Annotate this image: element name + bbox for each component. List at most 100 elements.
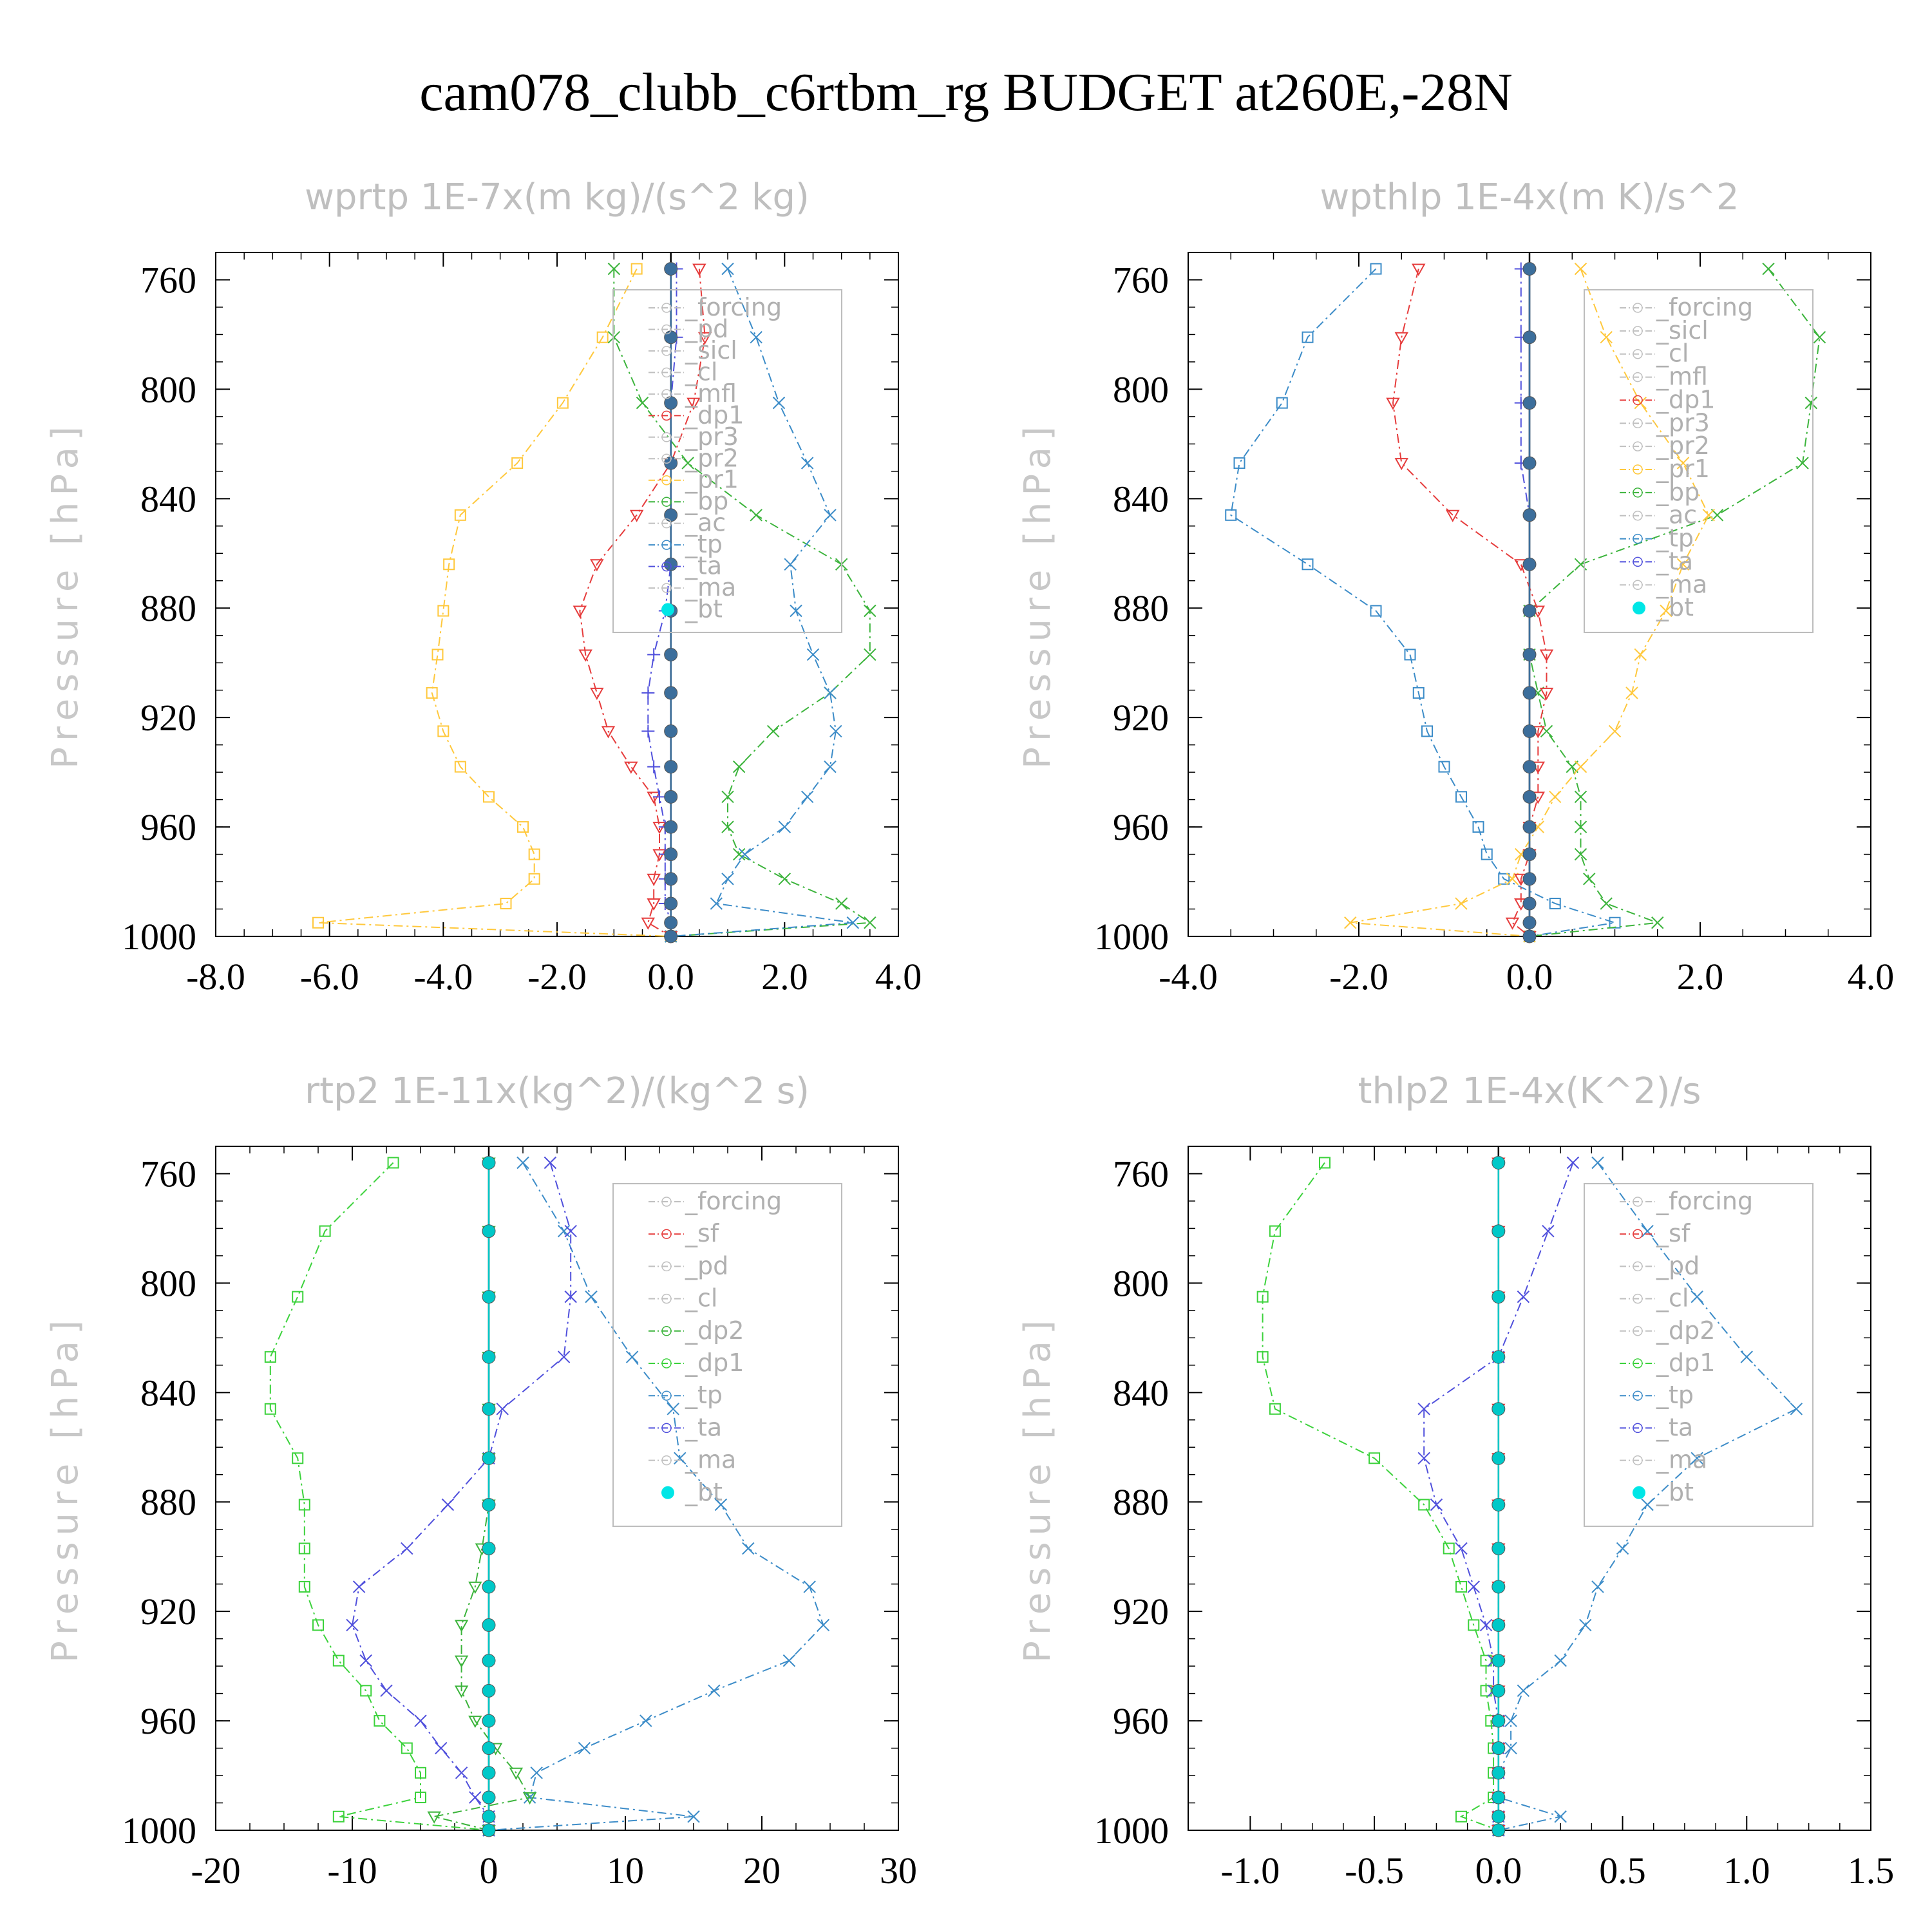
series-point (864, 604, 876, 618)
legend-entry: _pr3 (685, 422, 739, 451)
series-point (496, 1403, 509, 1416)
series-point (482, 1350, 496, 1364)
legend-entry: _pr1 (1656, 455, 1710, 483)
series-point (647, 873, 661, 886)
y-tick-label: 800 (140, 1262, 196, 1304)
legend-marker (1633, 556, 1643, 567)
series-point (766, 724, 780, 738)
series-point (1762, 262, 1775, 276)
legend-entry: _pr3 (1656, 408, 1710, 437)
y-tick-label: 880 (1113, 1481, 1169, 1523)
legend-entry: _bp (1656, 478, 1700, 506)
legend-entry: _tp (685, 1381, 723, 1409)
series-line-tp (670, 269, 853, 937)
panel-1: wprtp 1E-7x(m kg)/(s^2 kg) Pressure [hPa]… (44, 176, 922, 998)
series-point (264, 1403, 276, 1415)
x-tick-label: 30 (880, 1850, 917, 1891)
series-point (1404, 649, 1416, 661)
series-point (647, 898, 661, 911)
series-point (374, 1715, 386, 1727)
series-point (437, 725, 450, 737)
legend-marker (661, 518, 672, 529)
series-point (1522, 261, 1537, 276)
series-point (664, 872, 678, 886)
series-point (664, 820, 678, 834)
series-point (544, 1156, 557, 1170)
legend-marker (661, 497, 672, 507)
series-point (522, 1792, 537, 1805)
series-point (482, 1790, 496, 1804)
series-point (864, 916, 876, 929)
series-point (664, 330, 678, 345)
y-tick-label: 920 (140, 1591, 196, 1633)
series-line-bp (613, 269, 872, 937)
series-point (664, 647, 678, 661)
series-point (750, 330, 762, 344)
y-tick-label: 1000 (122, 1810, 196, 1852)
legend-entry: _ma (1656, 570, 1707, 598)
series-point (1455, 1810, 1467, 1823)
series-point (414, 1714, 427, 1727)
series-point (1574, 848, 1587, 861)
x-tick-label: 1.5 (1848, 1850, 1895, 1891)
legend-marker (1633, 488, 1643, 498)
series-point (1233, 457, 1245, 469)
series-line-dp1 (579, 269, 706, 937)
legend-entry: _cl (1656, 1284, 1689, 1312)
legend-entry: _pd (685, 1251, 728, 1280)
series-point (708, 1684, 721, 1698)
series-point (1394, 332, 1408, 345)
series-point (1492, 1810, 1506, 1824)
series-point (454, 509, 466, 521)
series-point (601, 726, 616, 739)
series-point (630, 263, 643, 275)
series-point (1370, 605, 1382, 617)
series-line-tp (1497, 1162, 1798, 1831)
series-point (664, 760, 678, 774)
series-point (1492, 1224, 1506, 1238)
series-line-dp1 (1392, 269, 1548, 937)
x-tick-label: 10 (607, 1850, 644, 1891)
series-point (1492, 1654, 1506, 1668)
legend-marker (661, 1261, 672, 1272)
series-point (500, 898, 512, 910)
legend-marker (661, 1293, 672, 1304)
series-point (1472, 821, 1484, 833)
y-tick-label: 760 (140, 1153, 196, 1195)
series-point (469, 1791, 482, 1804)
legend-entry: _mfl (685, 379, 737, 408)
series-point (1566, 1156, 1580, 1170)
legend-entry: _ma (685, 573, 736, 601)
y-tick-label: 920 (1113, 697, 1169, 739)
series-point (1455, 1580, 1467, 1593)
series-point (636, 396, 649, 410)
panel-title: wpthlp 1E-4x(m K)/s^2 (1320, 176, 1739, 218)
legend-marker (661, 1423, 672, 1434)
series-point (1276, 397, 1288, 409)
series-point (697, 332, 712, 345)
series-point (482, 1580, 496, 1594)
series-point (1455, 791, 1467, 803)
series-point (687, 1810, 700, 1823)
legend-entry: _bp (685, 487, 728, 515)
series-point (824, 509, 837, 522)
series-point (1492, 1541, 1506, 1555)
series-point (1480, 1685, 1492, 1697)
series-point (468, 1581, 482, 1594)
series-point (721, 262, 734, 276)
series-point (578, 649, 592, 662)
series-point (1412, 263, 1426, 276)
legend-entry: _ta (685, 1413, 722, 1441)
series-point (1492, 1714, 1506, 1728)
legend-marker (1633, 418, 1643, 429)
y-tick-label: 960 (140, 1700, 196, 1742)
legend-marker (1633, 326, 1643, 336)
panel-2: wpthlp 1E-4x(m K)/s^2 Pressure [hPa] -4.0 -… (1017, 176, 1894, 998)
series-point (596, 331, 609, 343)
y-axis-label: Pressure [hPa] (1017, 420, 1059, 769)
y-tick-label: 840 (140, 1372, 196, 1414)
legend-marker (661, 1326, 672, 1336)
x-tick-label: 0.0 (1506, 956, 1553, 998)
series-point (738, 848, 752, 861)
legend-entry: _ta (1656, 1413, 1693, 1441)
